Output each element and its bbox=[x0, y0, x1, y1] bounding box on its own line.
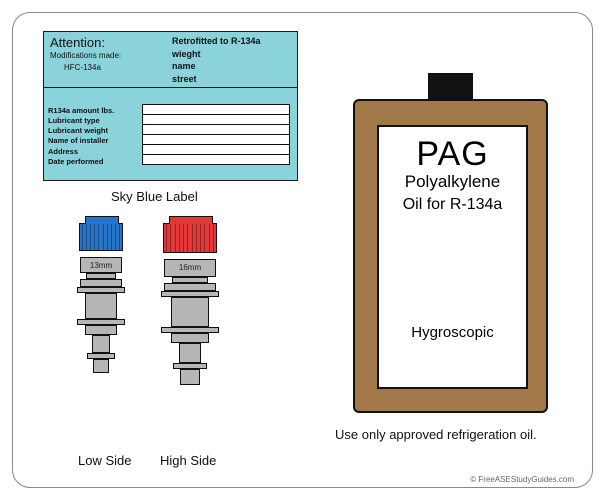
bottle-cap bbox=[428, 73, 473, 101]
label-top-section: Attention: Modifications made: HFC-134a … bbox=[44, 32, 297, 88]
fitting-segment bbox=[179, 343, 201, 363]
pag-oil-bottle: PAG Polyalkylene Oil for R-134a Hygrosco… bbox=[353, 73, 548, 413]
fitting-segment bbox=[180, 369, 200, 385]
cap-ridges bbox=[80, 224, 122, 250]
fitting-segment bbox=[164, 283, 216, 291]
pag-hygroscopic: Hygroscopic bbox=[385, 324, 520, 341]
fitting-segment bbox=[171, 297, 209, 327]
fitting-segment bbox=[80, 279, 122, 287]
pag-line2: Oil for R-134a bbox=[385, 196, 520, 214]
cap-top bbox=[85, 216, 119, 224]
fitting-segment bbox=[92, 335, 110, 353]
fitting-segment: 13mm bbox=[80, 257, 122, 273]
footer-credit: © FreeASEStudyGuides.com bbox=[470, 475, 574, 484]
field-label-5: Date performed bbox=[48, 157, 114, 167]
label-caption: Sky Blue Label bbox=[111, 189, 198, 204]
pag-title: PAG bbox=[385, 135, 520, 174]
retrofit-field-1: name bbox=[172, 60, 261, 73]
field-lines-column bbox=[142, 104, 290, 164]
bottle-label: PAG Polyalkylene Oil for R-134a Hygrosco… bbox=[377, 125, 528, 389]
bottle-body: PAG Polyalkylene Oil for R-134a Hygrosco… bbox=[353, 99, 548, 413]
fitting-size-label: 13mm bbox=[81, 261, 121, 270]
cap-ridges bbox=[164, 224, 216, 252]
field-label-4: Address bbox=[48, 147, 114, 157]
retrofit-column: Retrofitted to R-134a wieght name street bbox=[172, 35, 261, 85]
fitting-segment: 16mm bbox=[164, 259, 216, 277]
low-side-fitting: 13mm bbox=[71, 223, 131, 373]
low-fitting-body: 13mm bbox=[71, 257, 131, 373]
field-label-2: Lubricant weight bbox=[48, 126, 114, 136]
retrofit-label-card: Attention: Modifications made: HFC-134a … bbox=[43, 31, 298, 181]
field-label-0: R134a amount lbs. bbox=[48, 106, 114, 116]
field-labels-column: R134a amount lbs. Lubricant type Lubrica… bbox=[48, 106, 114, 167]
fitting-segment bbox=[171, 333, 209, 343]
fitting-segment bbox=[85, 325, 117, 335]
label-bottom-section: R134a amount lbs. Lubricant type Lubrica… bbox=[44, 88, 297, 182]
diagram-frame: Attention: Modifications made: HFC-134a … bbox=[12, 12, 593, 488]
low-side-caption: Low Side bbox=[78, 453, 131, 468]
fitting-size-label: 16mm bbox=[165, 263, 215, 272]
high-fitting-body: 16mm bbox=[155, 259, 225, 385]
high-side-cap bbox=[163, 223, 217, 253]
high-side-caption: High Side bbox=[160, 453, 216, 468]
pag-subtitle: Polyalkylene bbox=[385, 172, 520, 192]
fitting-segment bbox=[93, 359, 109, 373]
field-line bbox=[142, 154, 290, 165]
field-label-3: Name of installer bbox=[48, 136, 114, 146]
field-label-1: Lubricant type bbox=[48, 116, 114, 126]
retrofit-title: Retrofitted to R-134a bbox=[172, 35, 261, 48]
cap-top bbox=[169, 216, 213, 224]
high-side-fitting: 16mm bbox=[155, 223, 225, 385]
fitting-segment bbox=[85, 293, 117, 319]
retrofit-field-0: wieght bbox=[172, 48, 261, 61]
low-side-cap bbox=[79, 223, 123, 251]
bottle-caption: Use only approved refrigeration oil. bbox=[335, 427, 537, 442]
retrofit-field-2: street bbox=[172, 73, 261, 86]
